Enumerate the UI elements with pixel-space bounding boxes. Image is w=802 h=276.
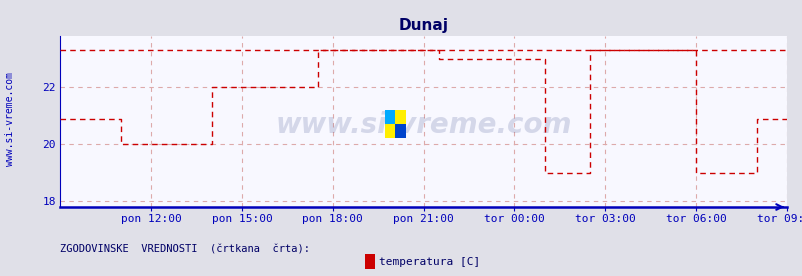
Bar xyxy=(395,110,405,124)
Bar xyxy=(395,110,405,138)
Text: www.si-vreme.com: www.si-vreme.com xyxy=(275,111,571,139)
Text: www.si-vreme.com: www.si-vreme.com xyxy=(5,72,14,166)
Text: temperatura [C]: temperatura [C] xyxy=(379,257,480,267)
Title: Dunaj: Dunaj xyxy=(398,18,448,33)
Bar xyxy=(385,110,395,124)
Text: ZGODOVINSKE  VREDNOSTI  (črtkana  črta):: ZGODOVINSKE VREDNOSTI (črtkana črta): xyxy=(60,244,310,254)
Bar xyxy=(385,110,395,138)
